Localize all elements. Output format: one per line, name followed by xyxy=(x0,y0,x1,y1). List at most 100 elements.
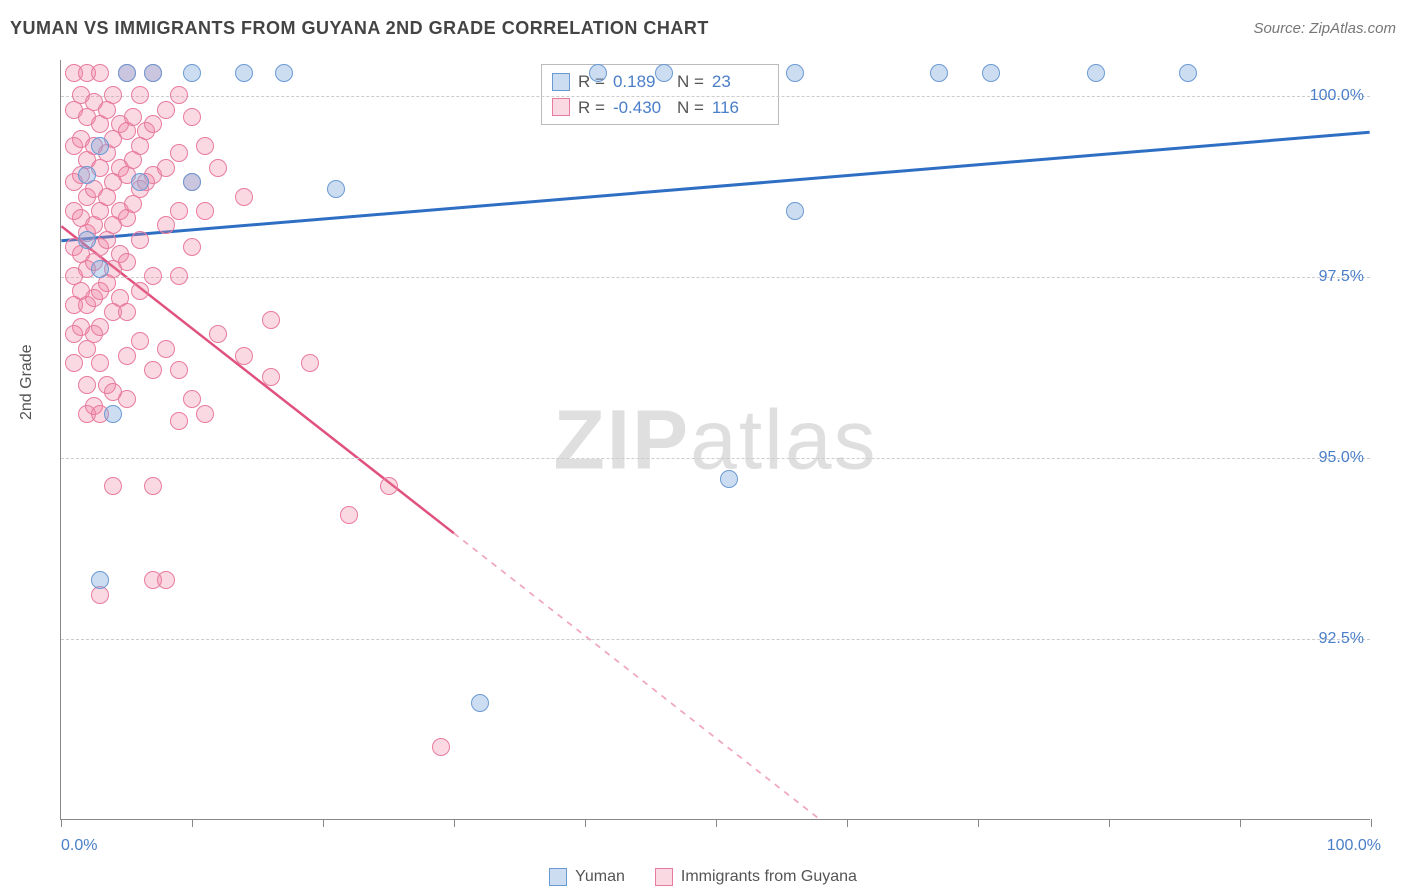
data-point xyxy=(209,159,227,177)
gridline xyxy=(61,458,1370,459)
data-point xyxy=(91,571,109,589)
data-point xyxy=(65,354,83,372)
data-point xyxy=(1087,64,1105,82)
data-point xyxy=(118,390,136,408)
data-point xyxy=(786,64,804,82)
y-tick-label: 95.0% xyxy=(1319,449,1364,467)
data-point xyxy=(183,238,201,256)
trendlines xyxy=(61,60,1370,819)
data-point xyxy=(930,64,948,82)
data-point xyxy=(131,282,149,300)
data-point xyxy=(131,173,149,191)
data-point xyxy=(262,368,280,386)
gridline xyxy=(61,277,1370,278)
data-point xyxy=(124,108,142,126)
data-point xyxy=(262,311,280,329)
swatch-pink-icon xyxy=(552,98,570,116)
data-point xyxy=(144,477,162,495)
data-point xyxy=(78,231,96,249)
data-point xyxy=(589,64,607,82)
data-point xyxy=(118,64,136,82)
x-tick xyxy=(1371,819,1372,827)
data-point xyxy=(131,86,149,104)
x-tick xyxy=(585,819,586,827)
data-point xyxy=(196,202,214,220)
data-point xyxy=(170,361,188,379)
data-point xyxy=(118,303,136,321)
data-point xyxy=(131,332,149,350)
legend-swatch-blue-icon xyxy=(549,868,567,886)
x-tick-label: 100.0% xyxy=(1321,837,1381,855)
data-point xyxy=(144,115,162,133)
x-tick xyxy=(1109,819,1110,827)
data-point xyxy=(78,166,96,184)
x-tick xyxy=(454,819,455,827)
data-point xyxy=(157,216,175,234)
data-point xyxy=(144,267,162,285)
swatch-blue-icon xyxy=(552,73,570,91)
data-point xyxy=(183,64,201,82)
data-point xyxy=(235,347,253,365)
data-point xyxy=(91,137,109,155)
data-point xyxy=(104,477,122,495)
data-point xyxy=(104,86,122,104)
data-point xyxy=(91,354,109,372)
data-point xyxy=(131,231,149,249)
data-point xyxy=(1179,64,1197,82)
data-point xyxy=(183,390,201,408)
data-point xyxy=(157,159,175,177)
data-point xyxy=(471,694,489,712)
x-tick xyxy=(61,819,62,827)
legend-swatch-pink-icon xyxy=(655,868,673,886)
data-point xyxy=(91,260,109,278)
data-point xyxy=(170,412,188,430)
legend: Yuman Immigrants from Guyana xyxy=(0,868,1406,886)
y-tick-label: 100.0% xyxy=(1310,87,1364,105)
data-point xyxy=(170,202,188,220)
data-point xyxy=(209,325,227,343)
gridline xyxy=(61,96,1370,97)
data-point xyxy=(235,188,253,206)
data-point xyxy=(327,180,345,198)
data-point xyxy=(340,506,358,524)
y-axis-title: 2nd Grade xyxy=(18,344,36,420)
data-point xyxy=(196,405,214,423)
data-point xyxy=(982,64,1000,82)
y-tick-label: 92.5% xyxy=(1319,630,1364,648)
y-tick-label: 97.5% xyxy=(1319,268,1364,286)
data-point xyxy=(655,64,673,82)
data-point xyxy=(301,354,319,372)
x-tick xyxy=(1240,819,1241,827)
data-point xyxy=(118,253,136,271)
data-point xyxy=(91,64,109,82)
x-tick-label: 0.0% xyxy=(61,837,97,855)
data-point xyxy=(104,405,122,423)
legend-label-guyana: Immigrants from Guyana xyxy=(681,868,857,886)
data-point xyxy=(170,144,188,162)
data-point xyxy=(720,470,738,488)
watermark: ZIPatlas xyxy=(553,391,877,488)
data-point xyxy=(432,738,450,756)
data-point xyxy=(157,101,175,119)
x-tick xyxy=(323,819,324,827)
x-tick xyxy=(716,819,717,827)
x-tick xyxy=(847,819,848,827)
stats-row-guyana: R = -0.430 N = 116 xyxy=(552,95,768,121)
data-point xyxy=(78,376,96,394)
data-point xyxy=(144,361,162,379)
data-point xyxy=(170,86,188,104)
data-point xyxy=(196,137,214,155)
data-point xyxy=(118,347,136,365)
data-point xyxy=(275,64,293,82)
data-point xyxy=(157,571,175,589)
data-point xyxy=(183,173,201,191)
data-point xyxy=(235,64,253,82)
data-point xyxy=(183,108,201,126)
data-point xyxy=(144,64,162,82)
legend-label-yuman: Yuman xyxy=(575,868,625,886)
x-tick xyxy=(192,819,193,827)
data-point xyxy=(170,267,188,285)
x-tick xyxy=(978,819,979,827)
data-point xyxy=(91,318,109,336)
data-point xyxy=(157,340,175,358)
